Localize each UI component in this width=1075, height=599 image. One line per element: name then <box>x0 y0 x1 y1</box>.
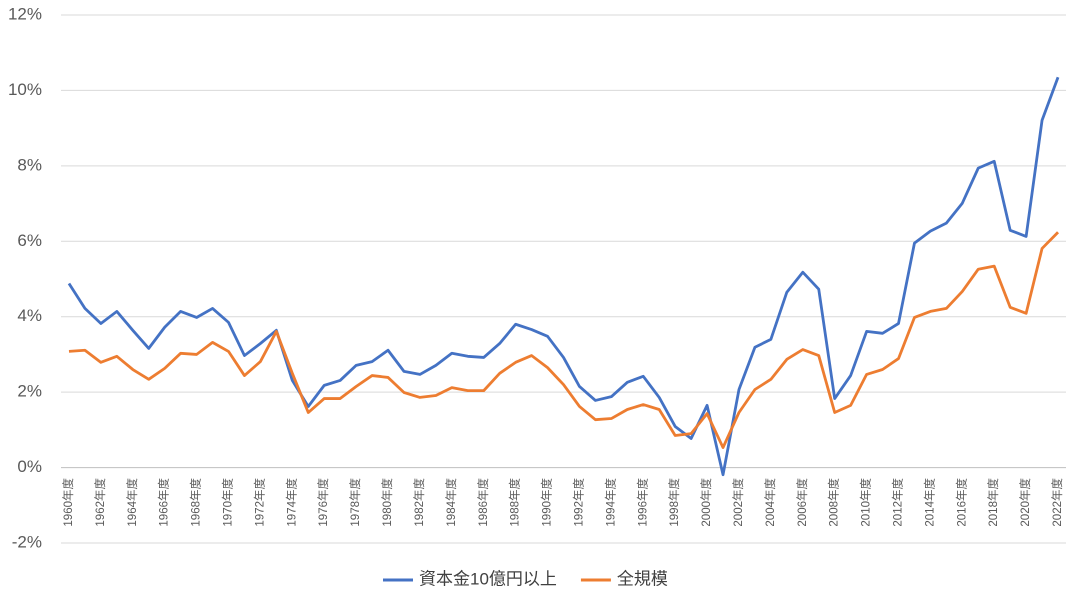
x-tick-label: 1964年度 <box>125 478 139 527</box>
y-tick-label: 10% <box>8 80 42 99</box>
y-tick-label: 4% <box>17 306 42 325</box>
y-tick-label: -2% <box>12 532 42 551</box>
y-tick-label: 8% <box>17 155 42 174</box>
y-tick-label: 6% <box>17 231 42 250</box>
x-tick-label: 1986年度 <box>476 478 490 527</box>
line-series <box>68 231 1060 449</box>
x-tick-label: 1970年度 <box>221 478 235 527</box>
x-tick-label: 1974年度 <box>284 478 298 527</box>
x-tick-label: 2008年度 <box>827 478 841 527</box>
x-tick-label: 1972年度 <box>252 478 266 527</box>
legend-label: 資本金10億円以上 <box>419 569 557 588</box>
y-tick-label: 2% <box>17 382 42 401</box>
legend: 資本金10億円以上 全規模 <box>383 569 668 588</box>
y-tick-label: 12% <box>8 4 42 23</box>
line-series <box>67 76 1060 477</box>
x-tick-label: 1978年度 <box>348 478 362 527</box>
x-tick-label: 1996年度 <box>635 478 649 527</box>
x-tick-label: 1968年度 <box>189 478 203 527</box>
x-tick-label: 1976年度 <box>316 478 330 527</box>
x-tick-label: 1960年度 <box>61 478 75 527</box>
x-tick-label: 2010年度 <box>859 478 873 527</box>
x-tick-label: 1982年度 <box>412 478 426 527</box>
x-tick-label: 2018年度 <box>986 478 1000 527</box>
x-tick-label: 2006年度 <box>795 478 809 527</box>
x-tick-label: 2014年度 <box>922 478 936 527</box>
y-tick-label: 0% <box>17 457 42 476</box>
x-tick-label: 2004年度 <box>763 478 777 527</box>
legend-label: 全規模 <box>617 569 668 588</box>
x-tick-label: 1962年度 <box>93 478 107 527</box>
x-tick-label: 1994年度 <box>603 478 617 527</box>
x-tick-label: 1998年度 <box>667 478 681 527</box>
x-tick-label: 1992年度 <box>571 478 585 527</box>
x-tick-label: 1984年度 <box>444 478 458 527</box>
x-tick-label: 1980年度 <box>380 478 394 527</box>
x-tick-label: 2022年度 <box>1050 478 1064 527</box>
x-tick-label: 2016年度 <box>954 478 968 527</box>
x-tick-label: 1990年度 <box>540 478 554 527</box>
x-tick-label: 1966年度 <box>157 478 171 527</box>
x-tick-label: 2020年度 <box>1018 478 1032 527</box>
x-tick-label: 1988年度 <box>508 478 522 527</box>
x-tick-label: 2000年度 <box>699 478 713 527</box>
x-tick-label: 2002年度 <box>731 478 745 527</box>
x-tick-label: 2012年度 <box>891 478 905 527</box>
